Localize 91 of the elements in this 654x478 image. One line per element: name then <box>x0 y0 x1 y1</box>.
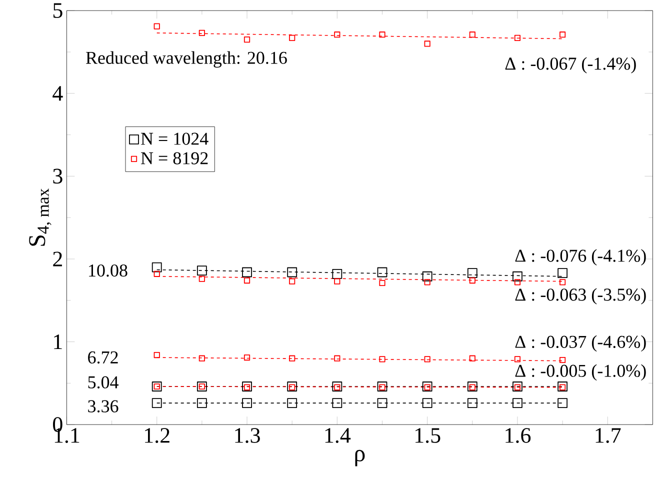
point <box>198 276 205 282</box>
point <box>559 384 566 390</box>
point <box>244 277 250 284</box>
point <box>242 398 252 408</box>
point <box>512 382 522 392</box>
annotation: Δ : -0.037 (-4.6%) <box>515 335 646 352</box>
annotation: 10.08 <box>89 264 128 277</box>
point <box>242 267 252 278</box>
point <box>154 23 160 30</box>
point <box>467 268 478 278</box>
x-tick-label: 1.2 <box>145 428 170 443</box>
annotation: 3.36 <box>88 400 118 412</box>
point <box>424 384 430 390</box>
point <box>377 267 388 278</box>
x-tick-label: 1.6 <box>506 428 531 443</box>
point <box>424 40 430 47</box>
point <box>289 384 296 390</box>
point <box>559 279 566 286</box>
x-tick-label: 1.5 <box>415 428 440 443</box>
point <box>377 398 388 408</box>
x-tick-label: 1.3 <box>235 428 260 443</box>
legend-label: N = 8192 <box>141 152 208 164</box>
point <box>334 278 340 284</box>
point <box>469 32 476 38</box>
annotation: Reduced wavelength: 20.16 <box>86 51 287 68</box>
point <box>334 355 340 362</box>
point <box>514 356 521 362</box>
point <box>379 384 386 390</box>
point <box>196 266 207 276</box>
point <box>514 384 521 390</box>
annotation: Δ : -0.063 (-3.5%) <box>515 288 646 304</box>
x-axis-title: ρ <box>355 450 365 466</box>
point <box>287 398 298 408</box>
point <box>334 32 340 38</box>
point <box>559 356 566 364</box>
point <box>467 398 478 408</box>
point <box>422 382 432 392</box>
point <box>422 271 432 282</box>
point <box>379 280 386 286</box>
point <box>424 356 430 362</box>
x-tick-label: 1.4 <box>325 428 351 443</box>
point <box>152 262 162 272</box>
point <box>512 398 522 408</box>
point <box>334 384 340 390</box>
point <box>287 382 298 392</box>
point <box>242 382 252 392</box>
point <box>558 398 568 408</box>
point <box>377 382 388 392</box>
annotation: Δ : -0.067 (-1.4%) <box>505 57 636 74</box>
point <box>244 36 250 43</box>
point <box>287 267 298 278</box>
point <box>558 268 568 278</box>
y-axis-title: S$_{4, max}$ <box>29 188 52 246</box>
annotation: 5.04 <box>88 376 119 388</box>
point <box>152 398 162 408</box>
point <box>469 277 476 284</box>
annotation: Δ : -0.005 (-1.0%) <box>515 364 646 381</box>
point <box>559 32 566 38</box>
point <box>469 384 476 390</box>
y-tick-label: 2 <box>53 252 62 266</box>
point <box>379 32 386 38</box>
point <box>332 268 342 279</box>
x-tick-label: 1.7 <box>596 428 621 443</box>
point <box>244 384 250 390</box>
point <box>154 352 160 358</box>
point <box>289 278 296 284</box>
legend-label: N = 1024 <box>141 132 208 145</box>
point <box>332 398 342 408</box>
y-tick-label: 1 <box>54 334 62 350</box>
y-tick-label: 3 <box>53 168 62 184</box>
point <box>289 34 296 41</box>
y-tick-label: 5 <box>53 3 62 18</box>
point <box>558 382 568 392</box>
point <box>196 398 207 408</box>
point <box>198 355 205 362</box>
point <box>154 270 160 277</box>
point <box>198 30 205 36</box>
annotation: 6.72 <box>88 351 118 364</box>
point <box>379 356 386 362</box>
point <box>424 279 430 286</box>
point <box>244 354 250 361</box>
point <box>512 271 522 282</box>
y-tick-label: 4 <box>52 86 63 101</box>
point <box>289 355 296 362</box>
point <box>332 382 342 392</box>
annotation: Δ : -0.076 (-4.1%) <box>515 249 646 266</box>
point <box>469 355 476 362</box>
point <box>514 34 521 41</box>
point <box>422 398 432 408</box>
point <box>467 382 478 392</box>
point <box>514 279 521 286</box>
